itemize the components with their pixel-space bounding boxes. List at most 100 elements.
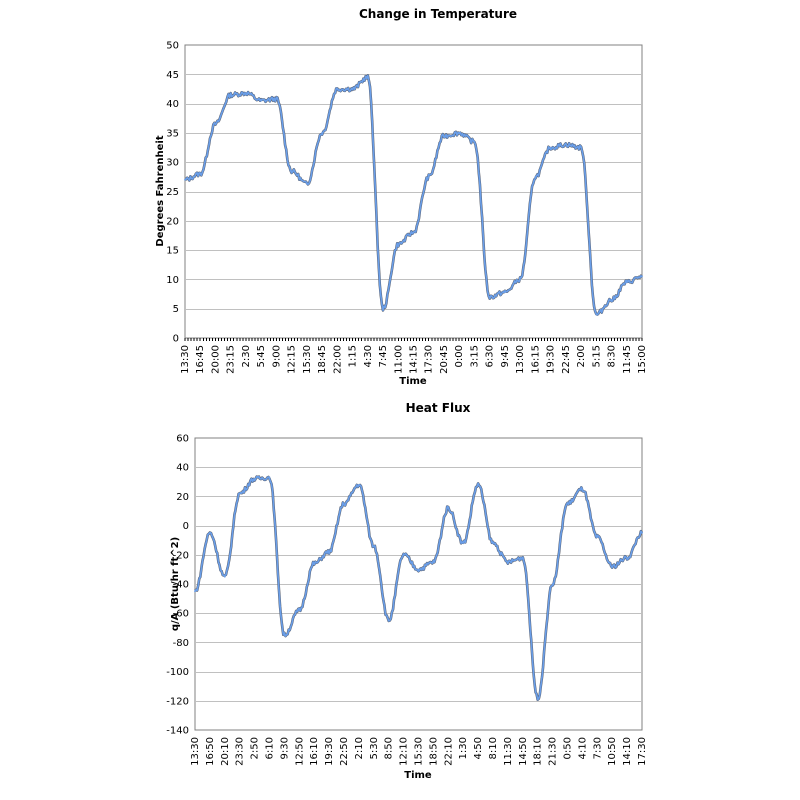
data-point — [412, 231, 415, 234]
x-tick-label: 14:10 — [622, 737, 633, 766]
data-point — [313, 562, 316, 565]
data-point — [402, 553, 405, 556]
x-tick-label: 8:30 — [607, 345, 618, 367]
data-point — [504, 291, 506, 294]
x-tick-label: 13:00 — [515, 345, 526, 374]
data-point — [209, 532, 211, 534]
data-point — [382, 307, 384, 310]
y-tick-label: -120 — [166, 696, 189, 707]
data-point — [462, 542, 465, 545]
data-point — [351, 88, 354, 90]
x-tick-label: 12:10 — [399, 737, 410, 766]
data-point — [184, 178, 186, 181]
heat-flux-chart: Heat Flux -140 -120 -100 -80 -60 -40 -20 0 20 40 6… — [166, 401, 648, 781]
data-point — [372, 545, 375, 547]
y-tick-label: 25 — [166, 187, 179, 198]
data-point — [328, 550, 330, 553]
data-point — [305, 182, 308, 185]
data-point — [336, 88, 339, 90]
data-point — [473, 140, 476, 143]
x-tick-label: 2:50 — [250, 737, 261, 759]
y-tick-label: 15 — [166, 246, 179, 257]
x-tick-label: 2:10 — [354, 737, 365, 759]
x-tick-label: 23:30 — [235, 737, 246, 766]
x-tick-label: 1:15 — [348, 345, 359, 367]
data-point — [595, 313, 598, 316]
x-tick-label: 13:30 — [180, 345, 191, 374]
x-tick-label: 8:10 — [488, 737, 499, 759]
data-point — [358, 483, 360, 486]
x-tick-label: 14:50 — [518, 737, 529, 766]
y-tick-label: -140 — [166, 726, 189, 737]
data-point — [536, 696, 539, 699]
x-tick-label: 15:30 — [302, 345, 313, 374]
x-tick-label: 21:30 — [548, 737, 559, 766]
y-tick-label: 10 — [166, 275, 179, 286]
y-tick-label: 0 — [183, 521, 189, 532]
x-tick-label: 5:45 — [256, 345, 267, 367]
data-point — [443, 134, 445, 137]
y-tick-label: 35 — [166, 128, 179, 139]
data-point — [427, 175, 430, 178]
y-tick-label: 45 — [166, 70, 179, 81]
data-point — [549, 146, 552, 149]
data-point — [458, 132, 461, 134]
data-point — [214, 123, 217, 126]
x-tick-label: 4:10 — [577, 737, 588, 759]
x-tick-label: 18:10 — [533, 737, 544, 766]
x-tick-label: 20:10 — [220, 737, 231, 766]
y-tick-label: -100 — [166, 667, 189, 678]
x-tick-label: 22:50 — [339, 737, 350, 766]
data-point — [387, 619, 390, 622]
y-tick-label: 30 — [166, 158, 179, 169]
x-tick-label: 22:45 — [561, 345, 572, 374]
data-point — [229, 93, 232, 96]
grid-lines — [184, 74, 643, 341]
x-tick-label: 4:30 — [363, 345, 374, 367]
x-tick-label: 17:30 — [637, 737, 648, 766]
data-point — [283, 634, 286, 636]
x-tick-label: 11:00 — [393, 345, 404, 374]
x-tick-label: 1:30 — [458, 737, 469, 759]
data-point — [488, 296, 491, 298]
data-point — [581, 488, 584, 490]
x-tick-label: 3:15 — [469, 345, 480, 367]
data-point — [260, 99, 263, 102]
data-point — [298, 609, 301, 612]
x-tick-label: 16:50 — [205, 737, 216, 766]
data-point — [521, 556, 524, 559]
data-point — [551, 583, 554, 585]
data-point — [397, 243, 400, 246]
x-tick-label: 7:45 — [378, 345, 389, 367]
x-tick-label: 22:10 — [443, 737, 454, 766]
x-tick-label: 12:50 — [294, 737, 305, 766]
x-tick-label: 23:15 — [226, 345, 237, 374]
data-point — [610, 299, 613, 301]
y-tick-label: 20 — [176, 492, 189, 503]
x-tick-label: 18:50 — [428, 737, 439, 766]
data-point — [366, 76, 369, 79]
series-group — [194, 475, 644, 701]
data-point — [290, 170, 293, 172]
x-tick-label: 15:30 — [414, 737, 425, 766]
data-point — [477, 483, 479, 486]
y-tick-label: 5 — [173, 304, 179, 315]
data-point — [507, 561, 509, 563]
x-tick-label: 6:10 — [265, 737, 276, 759]
temperature-chart: Change in Temperature 0 5 10 15 20 25 30 35 40 45… — [155, 7, 648, 387]
x-tick-label: 19:30 — [324, 737, 335, 766]
x-tick-label: 5:15 — [591, 345, 602, 367]
data-point — [268, 476, 271, 479]
data-point — [343, 502, 345, 505]
y-tick-label: 0 — [173, 334, 179, 345]
x-tick-label: 10:50 — [607, 737, 618, 766]
x-tick-label: 9:00 — [271, 345, 282, 367]
y-tick-label: -80 — [173, 638, 189, 649]
chart-title: Change in Temperature — [359, 7, 517, 21]
x-tick-label: 13:30 — [190, 737, 201, 766]
x-tick-label: 0:00 — [454, 345, 465, 367]
x-tick-label: 16:45 — [195, 345, 206, 374]
data-point — [641, 275, 643, 278]
x-tick-label: 20:00 — [210, 345, 221, 374]
